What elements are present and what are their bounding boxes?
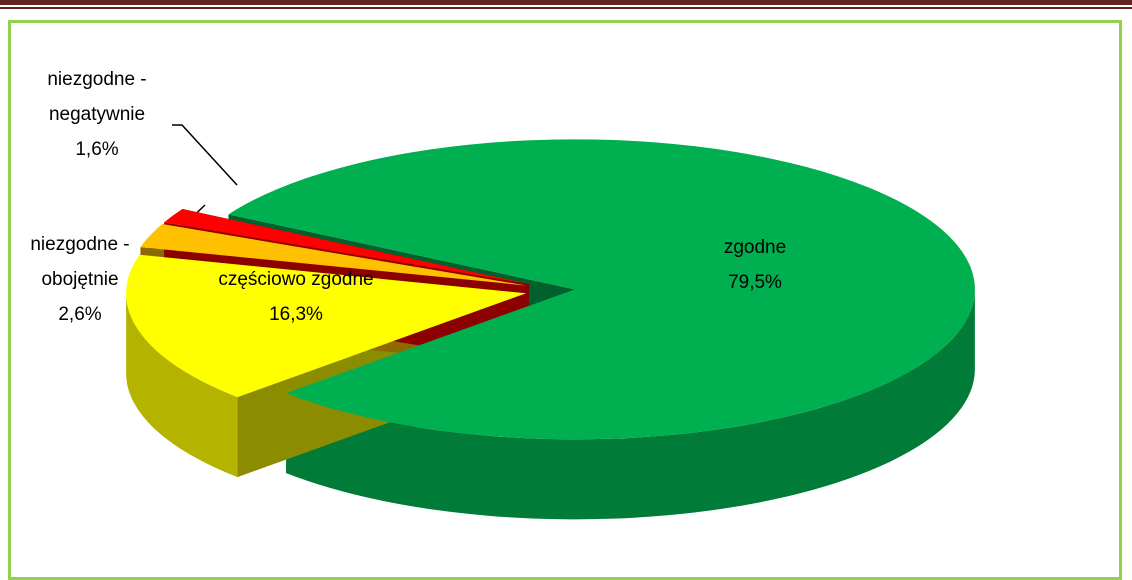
slice-side xyxy=(286,289,975,520)
slice-label: niezgodne - negatywnie 1,6% xyxy=(27,62,167,167)
value-label: 2,6% xyxy=(58,304,102,325)
leader-line xyxy=(172,124,238,186)
slice-side xyxy=(126,293,238,478)
category-label: częściowo zgodne xyxy=(218,269,374,290)
slice xyxy=(140,224,528,286)
value-label: 16,3% xyxy=(269,304,323,325)
category-label: niezgodne - negatywnie xyxy=(47,69,147,125)
slice-label: niezgodne - obojętnie 2,6% xyxy=(10,227,150,332)
slice-label: częściowo zgodne 16,3% xyxy=(186,262,406,332)
top-rule-thin xyxy=(0,7,1132,9)
value-label: 79,5% xyxy=(728,272,782,293)
slice xyxy=(164,209,529,285)
slice-label: zgodne 79,5% xyxy=(675,230,835,300)
slice-tops xyxy=(126,139,975,440)
slice xyxy=(228,139,975,440)
slice xyxy=(126,254,527,398)
category-label: niezgodne - obojętnie xyxy=(30,234,130,290)
value-label: 1,6% xyxy=(75,139,119,160)
top-rule xyxy=(0,0,1132,5)
category-label: zgodne xyxy=(723,237,787,258)
chart xyxy=(126,124,975,520)
